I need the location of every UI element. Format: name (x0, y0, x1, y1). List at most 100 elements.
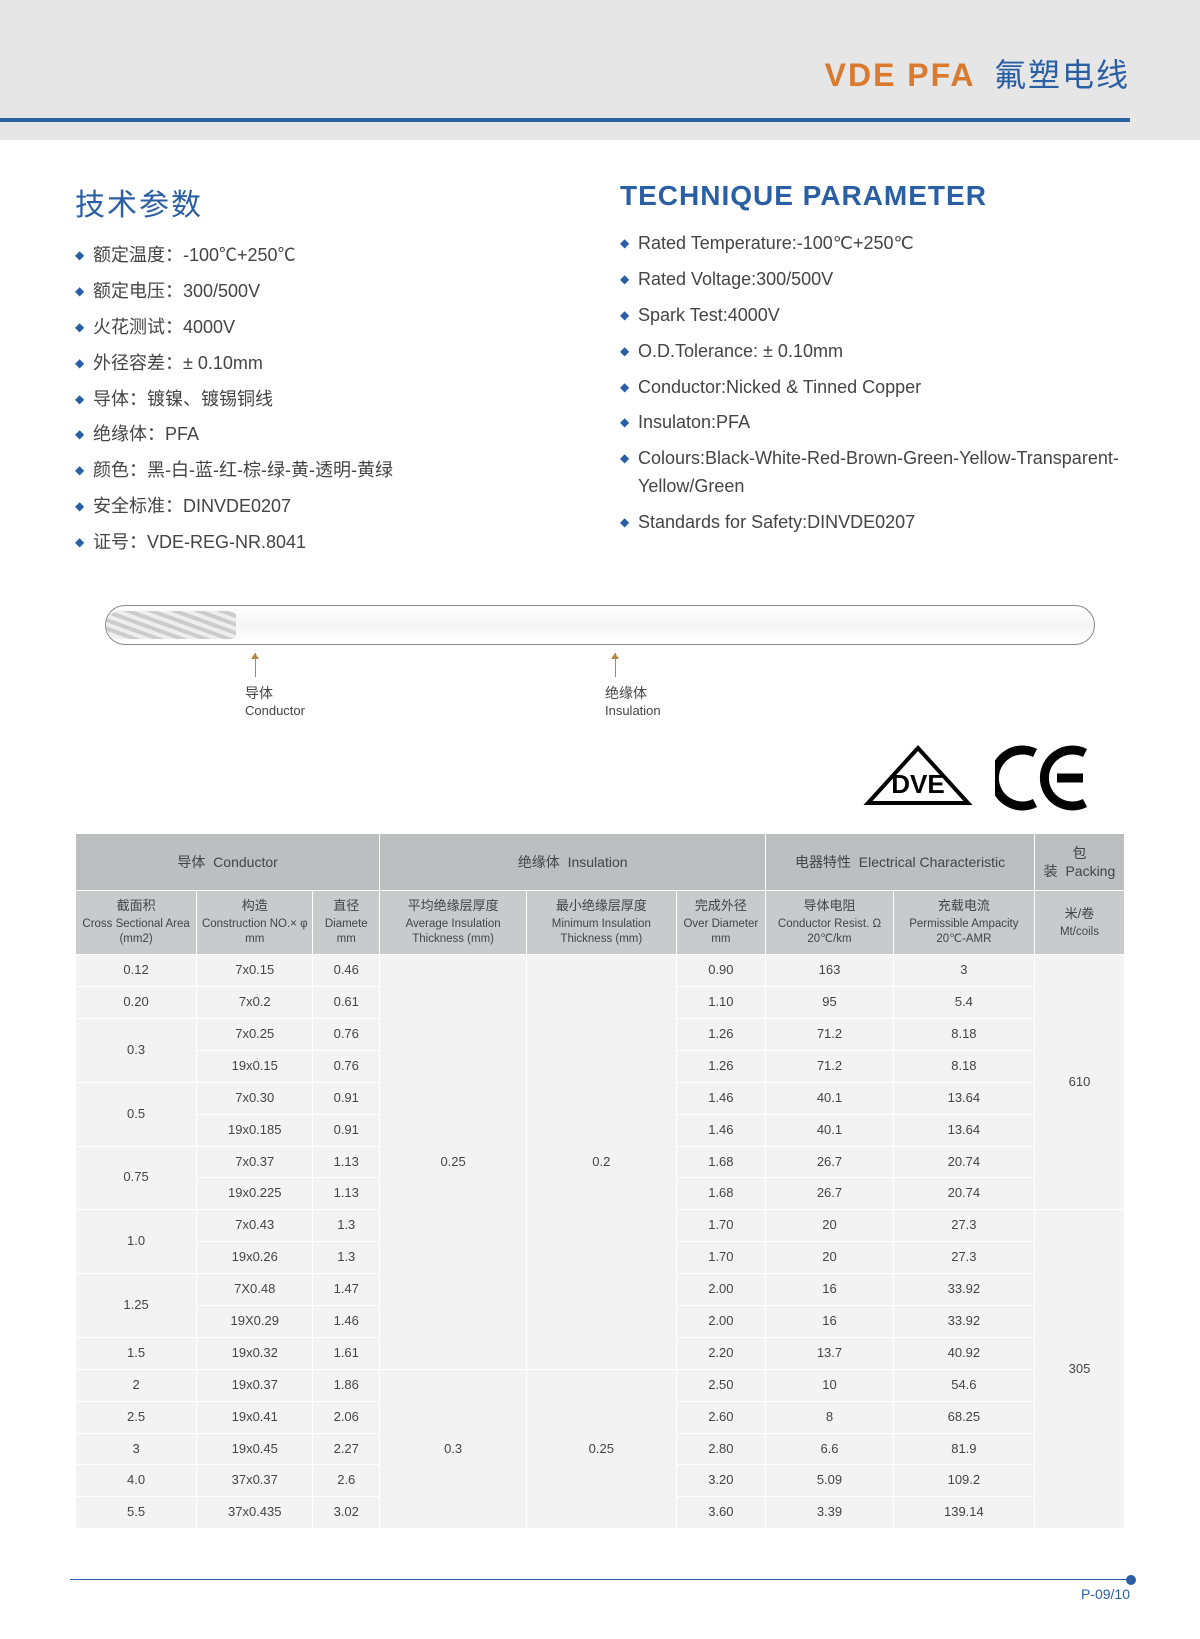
cell-resist: 71.2 (766, 1018, 894, 1050)
cell-od: 1.26 (676, 1018, 766, 1050)
cell-diameter: 1.13 (313, 1178, 380, 1210)
param-item: Rated Voltage:300/500V (620, 266, 1125, 294)
cell-construction: 7x0.2 (197, 987, 313, 1019)
cell-area: 0.20 (76, 987, 197, 1019)
callout-insulation-en: Insulation (605, 703, 661, 718)
callout-conductor-en: Conductor (245, 703, 305, 718)
cell-packing: 305 (1034, 1210, 1124, 1529)
cell-resist: 16 (766, 1305, 894, 1337)
params-en-list: Rated Temperature:-100℃+250℃ Rated Voltag… (620, 230, 1125, 537)
cell-ampacity: 5.4 (893, 987, 1034, 1019)
cell-diameter: 1.3 (313, 1242, 380, 1274)
cell-resist: 16 (766, 1274, 894, 1306)
cell-construction: 19x0.185 (197, 1114, 313, 1146)
cell-diameter: 0.46 (313, 955, 380, 987)
cell-construction: 7x0.30 (197, 1082, 313, 1114)
cell-od: 1.10 (676, 987, 766, 1019)
cell-od: 0.90 (676, 955, 766, 987)
cell-diameter: 2.27 (313, 1433, 380, 1465)
cell-construction: 7x0.25 (197, 1018, 313, 1050)
cell-diameter: 0.76 (313, 1050, 380, 1082)
param-item: Spark Test:4000V (620, 302, 1125, 330)
table-body: 0.127x0.150.460.250.20.9016336100.207x0.… (76, 955, 1125, 1529)
section-title-zh: 技术参数 (75, 180, 580, 224)
table-row: 0.127x0.150.460.250.20.901633610 (76, 955, 1125, 987)
header-band: VDE PFA 氟塑电线 (0, 0, 1200, 140)
cell-area: 1.5 (76, 1337, 197, 1369)
cell-resist: 3.39 (766, 1497, 894, 1529)
param-item: Colours:Black-White-Red-Brown-Green-Yell… (620, 445, 1125, 501)
column-header: 充载电流Permissible Ampacity 20℃-AMR (893, 891, 1034, 955)
cell-od: 1.26 (676, 1050, 766, 1082)
svg-text:DVE: DVE (891, 769, 944, 799)
cell-od: 1.70 (676, 1210, 766, 1242)
cell-area: 0.3 (76, 1018, 197, 1082)
table-row: 219x0.371.860.30.252.501054.6 (76, 1369, 1125, 1401)
cell-construction: 37x0.435 (197, 1497, 313, 1529)
cell-area: 1.25 (76, 1274, 197, 1338)
cell-od: 3.60 (676, 1497, 766, 1529)
cell-ampacity: 33.92 (893, 1274, 1034, 1306)
column-header: 导体电阻Conductor Resist. Ω 20℃/km (766, 891, 894, 955)
callout-insulation-zh: 绝缘体 (605, 683, 661, 703)
title-zh: 氟塑电线 (994, 57, 1130, 93)
param-item: 火花测试：4000V (75, 314, 580, 342)
cell-ampacity: 8.18 (893, 1018, 1034, 1050)
cell-resist: 6.6 (766, 1433, 894, 1465)
cell-packing: 610 (1034, 955, 1124, 1210)
cell-od: 3.20 (676, 1465, 766, 1497)
params-zh-list: 额定温度：-100℃+250℃额定电压：300/500V火花测试：4000V外径… (75, 242, 580, 557)
cell-resist: 163 (766, 955, 894, 987)
param-item: 颜色：黑-白-蓝-红-棕-绿-黄-透明-黄绿 (75, 457, 580, 485)
header-rule (0, 118, 1130, 122)
ce-icon (995, 743, 1095, 813)
param-item: 外径容差：± 0.10mm (75, 350, 580, 378)
cell-od: 1.68 (676, 1178, 766, 1210)
cell-diameter: 1.3 (313, 1210, 380, 1242)
column-header: 最小绝缘层厚度Minimum Insulation Thickness (mm) (527, 891, 677, 955)
cell-resist: 40.1 (766, 1082, 894, 1114)
cell-ampacity: 3 (893, 955, 1034, 987)
param-item: Rated Temperature:-100℃+250℃ (620, 230, 1125, 258)
cell-resist: 71.2 (766, 1050, 894, 1082)
cell-construction: 7x0.15 (197, 955, 313, 987)
cell-ampacity: 27.3 (893, 1210, 1034, 1242)
cell-od: 2.80 (676, 1433, 766, 1465)
callout-insulation: 绝缘体 Insulation (605, 653, 661, 718)
param-item: Insulaton:PFA (620, 409, 1125, 437)
cell-od: 1.46 (676, 1082, 766, 1114)
param-item: 绝缘体：PFA (75, 421, 580, 449)
cell-ampacity: 27.3 (893, 1242, 1034, 1274)
cell-od: 2.60 (676, 1401, 766, 1433)
cell-ampacity: 13.64 (893, 1114, 1034, 1146)
cell-area: 2.5 (76, 1401, 197, 1433)
cell-ampacity: 20.74 (893, 1146, 1034, 1178)
cell-resist: 26.7 (766, 1146, 894, 1178)
cell-diameter: 3.02 (313, 1497, 380, 1529)
param-item: Standards for Safety:DINVDE0207 (620, 509, 1125, 537)
cell-resist: 10 (766, 1369, 894, 1401)
cell-resist: 13.7 (766, 1337, 894, 1369)
column-header: 截面积Cross Sectional Area (mm2) (76, 891, 197, 955)
cell-construction: 19x0.45 (197, 1433, 313, 1465)
column-header: 直径Diamete mm (313, 891, 380, 955)
cell-resist: 26.7 (766, 1178, 894, 1210)
group-header: 包装 Packing (1034, 834, 1124, 891)
params-en-col: TECHNIQUE PARAMETER Rated Temperature:-1… (620, 180, 1125, 565)
column-header: 平均绝缘层厚度Average Insulation Thickness (mm) (380, 891, 527, 955)
cell-construction: 19x0.26 (197, 1242, 313, 1274)
section-title-en: TECHNIQUE PARAMETER (620, 180, 1125, 212)
cell-od: 1.46 (676, 1114, 766, 1146)
cell-od: 1.70 (676, 1242, 766, 1274)
cell-od: 2.00 (676, 1305, 766, 1337)
cell-od: 2.20 (676, 1337, 766, 1369)
param-item: 额定温度：-100℃+250℃ (75, 242, 580, 270)
cell-resist: 20 (766, 1210, 894, 1242)
page-number: P-09/10 (1081, 1586, 1130, 1602)
cell-avg-thk: 0.25 (380, 955, 527, 1370)
cell-ampacity: 81.9 (893, 1433, 1034, 1465)
cell-ampacity: 109.2 (893, 1465, 1034, 1497)
cell-diameter: 1.86 (313, 1369, 380, 1401)
cell-construction: 19x0.32 (197, 1337, 313, 1369)
cell-avg-thk: 0.3 (380, 1369, 527, 1528)
